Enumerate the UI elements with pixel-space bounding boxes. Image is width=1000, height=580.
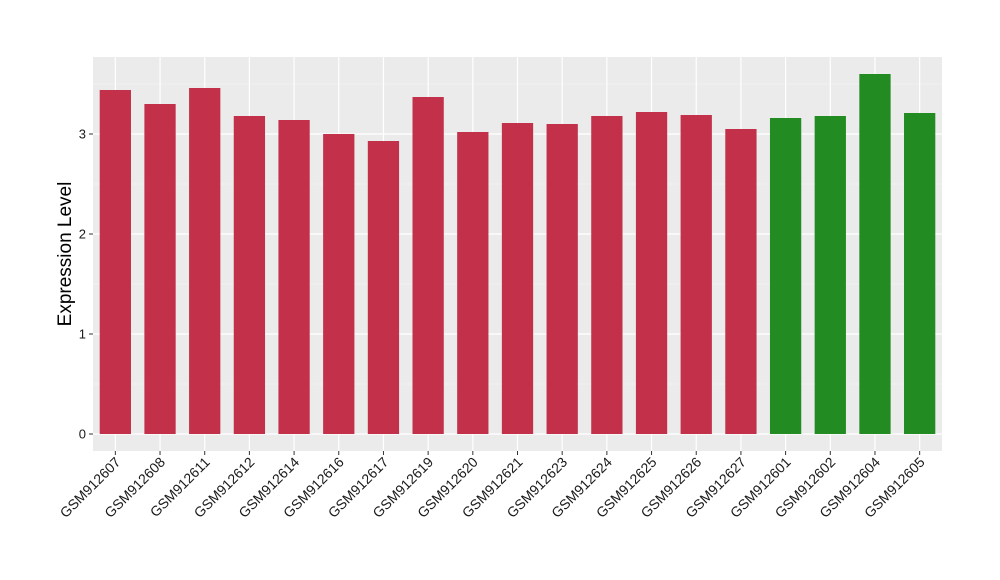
bar-GSM912602 xyxy=(814,116,846,434)
bar-GSM912626 xyxy=(680,115,712,434)
bar-GSM912614 xyxy=(278,120,310,434)
bar-GSM912621 xyxy=(501,123,534,434)
bar-GSM912601 xyxy=(769,118,802,434)
bar-GSM912612 xyxy=(233,116,266,434)
bars xyxy=(99,74,936,434)
y-axis-label: Expression Level xyxy=(55,182,76,327)
bar-GSM912616 xyxy=(323,134,355,434)
bar-GSM912620 xyxy=(457,132,489,434)
bar-GSM912604 xyxy=(859,74,891,434)
bar-GSM912623 xyxy=(546,124,578,434)
bar-GSM912627 xyxy=(725,129,757,434)
x-axis-ticks: GSM912607GSM912608GSM912611GSM912612GSM9… xyxy=(57,451,928,521)
bar-GSM912625 xyxy=(635,112,668,434)
bar-GSM912607 xyxy=(99,90,131,434)
bar-GSM912608 xyxy=(144,104,176,434)
bar-GSM912611 xyxy=(189,88,221,434)
bar-GSM912624 xyxy=(591,116,623,434)
y-tick-label: 2 xyxy=(79,227,86,242)
y-tick-label: 0 xyxy=(79,427,86,442)
y-tick-label: 3 xyxy=(79,127,86,142)
y-tick-label: 1 xyxy=(79,327,86,342)
bar-GSM912619 xyxy=(412,97,444,434)
y-axis-ticks: 0 1 2 3 xyxy=(79,127,93,442)
bar-GSM912605 xyxy=(904,113,936,434)
bar-GSM912617 xyxy=(367,141,400,434)
